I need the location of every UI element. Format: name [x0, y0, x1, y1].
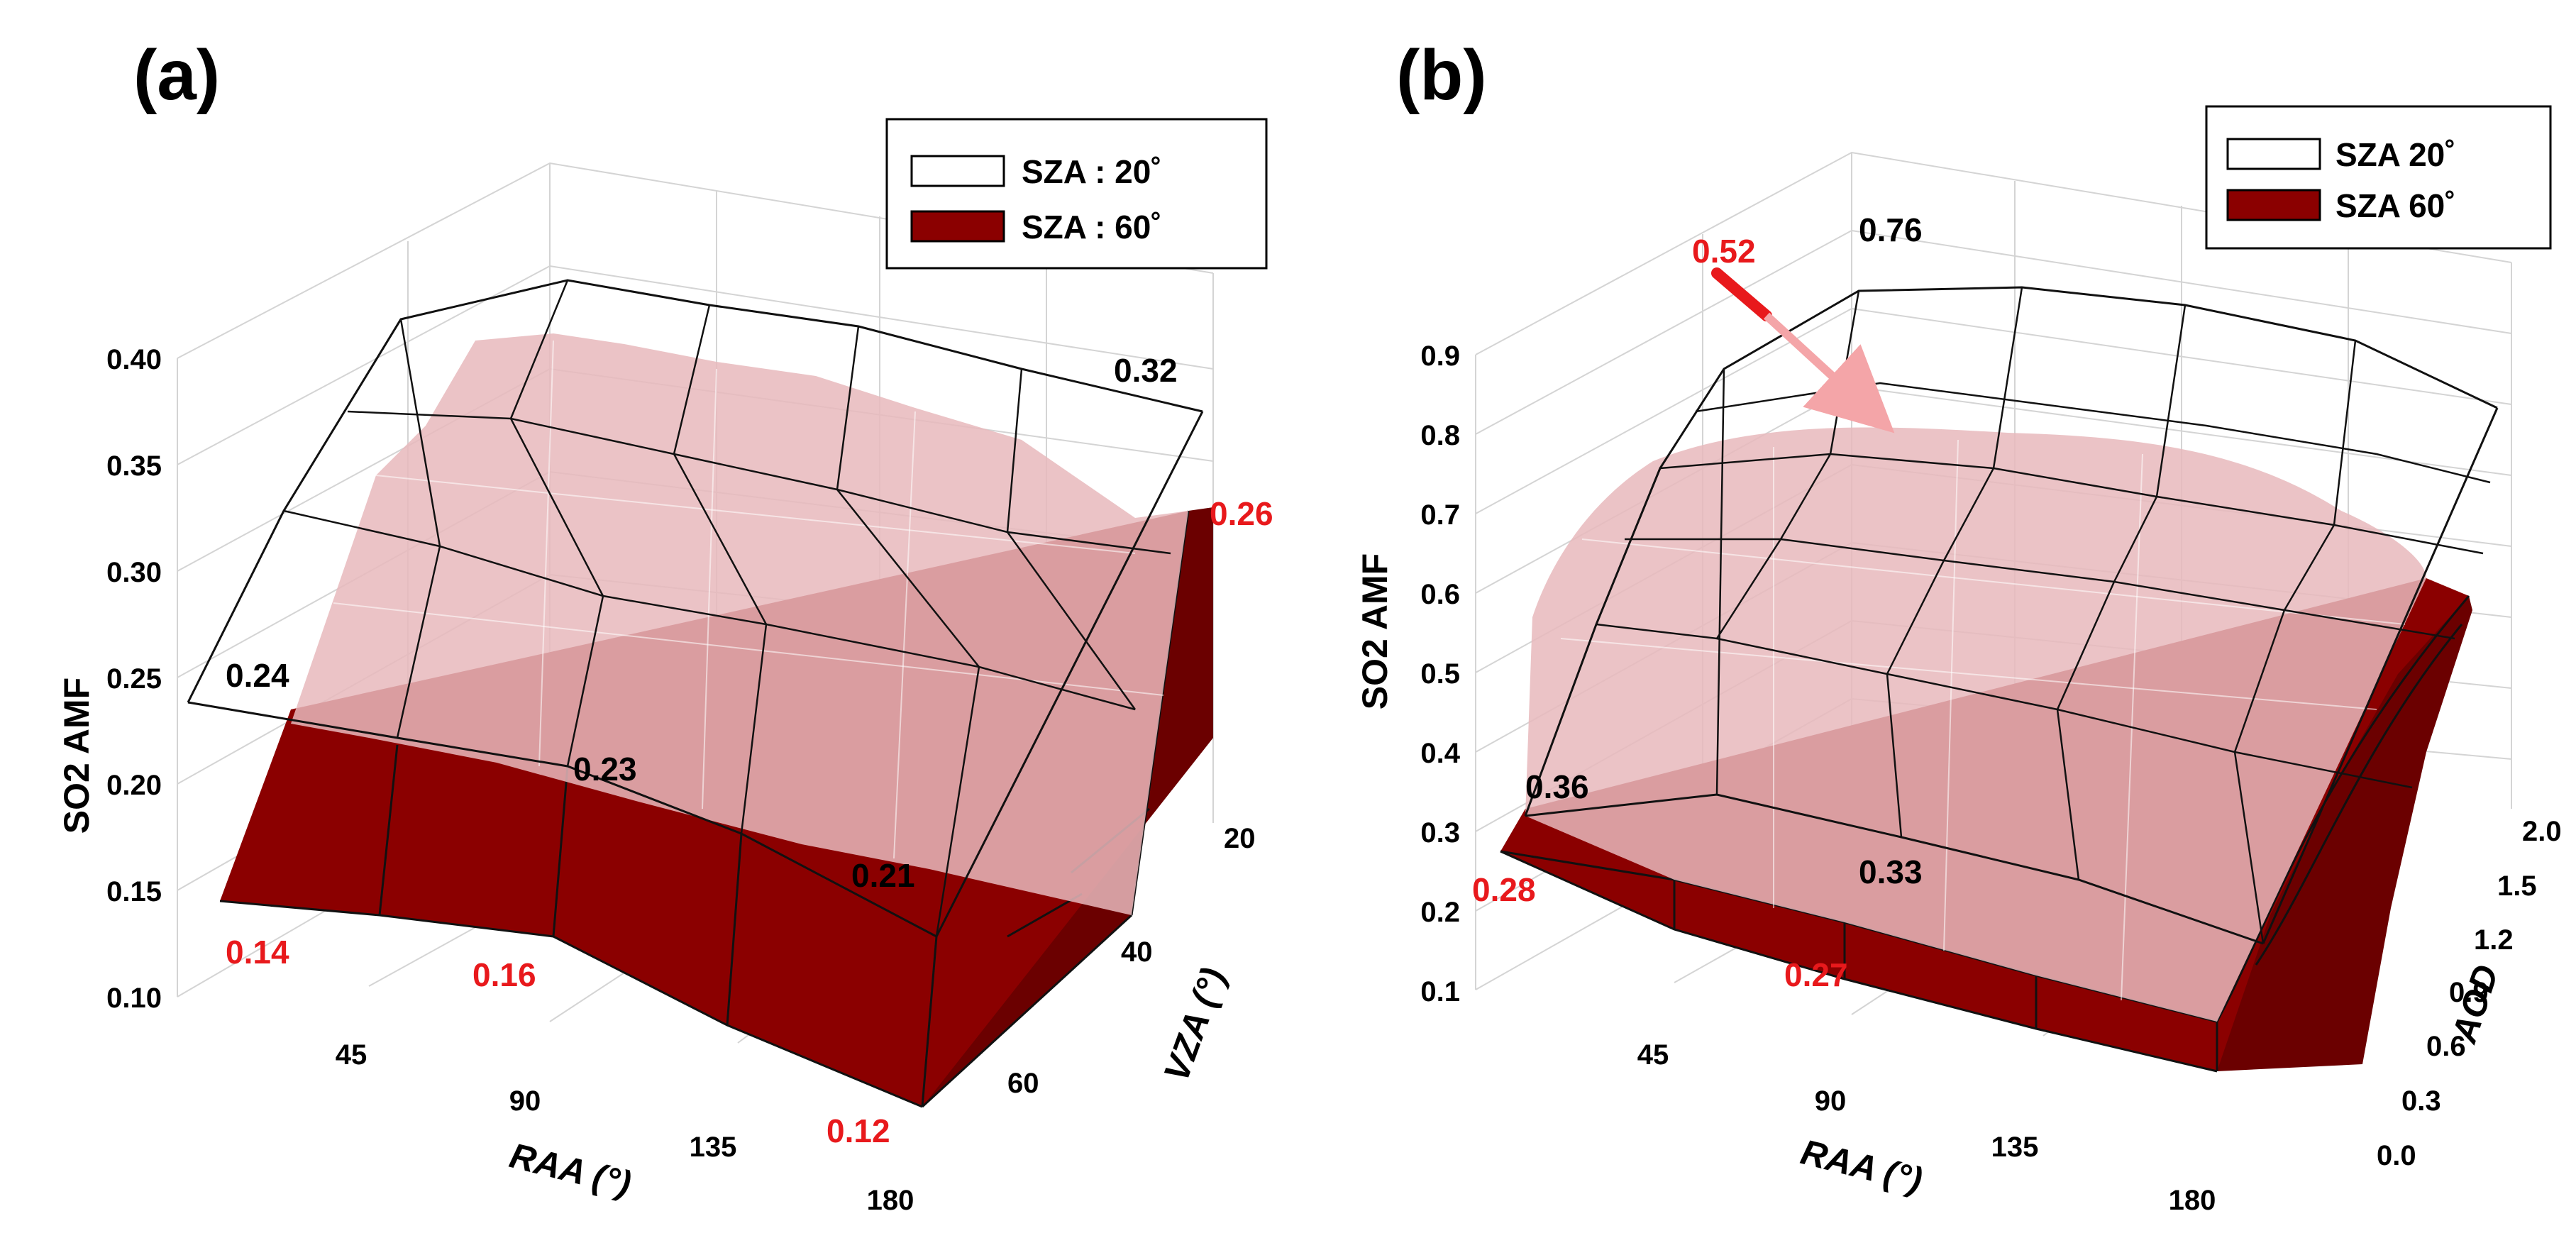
- panel-b-z-tick: 0.1: [1420, 976, 1460, 1007]
- panel-a: (a): [57, 35, 1273, 1216]
- panel-b-y-tick: 0.6: [2426, 1031, 2466, 1062]
- panel-b-z-ticks: 0.9 0.8 0.7 0.6 0.5 0.4 0.3 0.2 0.1: [1420, 341, 1460, 1007]
- panel-b-annotation: 0.27: [1784, 956, 1848, 993]
- panel-b-annotation: 0.52: [1692, 233, 1756, 270]
- panel-b-z-tick: 0.7: [1420, 499, 1460, 531]
- panel-b-z-tick: 0.2: [1420, 897, 1460, 928]
- panel-b-x-tick: 45: [1637, 1039, 1669, 1071]
- panel-a-y-tick: 40: [1121, 936, 1153, 968]
- panel-b-annotation: 0.28: [1472, 871, 1536, 908]
- panel-b-y-tick: 1.2: [2474, 924, 2514, 956]
- panel-b-annotation: 0.33: [1859, 853, 1923, 890]
- panel-a-y-tick: 60: [1007, 1068, 1039, 1099]
- panel-b-label: (b): [1396, 35, 1487, 115]
- panel-a-annotation: 0.12: [827, 1112, 890, 1149]
- panel-b-legend-label: SZA 60˚: [2335, 187, 2456, 224]
- panel-a-x-tick: 90: [509, 1085, 541, 1117]
- panel-a-label: (a): [133, 35, 220, 115]
- panel-b-y-tick: 0.9: [2449, 977, 2489, 1008]
- panel-a-annotation: 0.16: [472, 956, 536, 993]
- panel-b-y-tick: 1.5: [2497, 871, 2537, 902]
- panel-b-legend-swatch-sza20: [2226, 138, 2321, 170]
- panel-b-y-tick: 0.0: [2377, 1140, 2416, 1171]
- panel-a-z-tick: 0.10: [106, 983, 162, 1014]
- panel-a-z-tick: 0.30: [106, 557, 162, 588]
- panel-b-x-tick: 90: [1815, 1085, 1847, 1117]
- panel-a-annotation: 0.21: [851, 857, 915, 894]
- panel-b-legend-swatch-sza60: [2226, 189, 2321, 221]
- panel-a-surface-sza20: [187, 279, 1204, 938]
- panel-b-z-tick: 0.9: [1420, 341, 1460, 372]
- panel-b-legend: SZA 20˚ SZA 60˚: [2205, 105, 2552, 250]
- panel-a-z-axis-title: SO2 AMF: [57, 678, 96, 834]
- panel-b-z-tick: 0.4: [1420, 738, 1460, 769]
- panel-b-y-tick: 0.3: [2401, 1085, 2441, 1117]
- panel-a-annotations: 0.24 0.32 0.26 0.23 0.21 0.14 0.16 0.12: [226, 352, 1273, 1149]
- panel-b-z-tick: 0.8: [1420, 420, 1460, 451]
- panel-a-legend: SZA : 20˚ SZA : 60˚: [885, 118, 1268, 270]
- panel-a-y-ticks: 20 40 60: [1007, 823, 1256, 1099]
- panel-a-surface-pink: [291, 333, 1188, 915]
- panel-a-legend-label: SZA : 20˚: [1022, 153, 1162, 190]
- panel-a-z-ticks: 0.40 0.35 0.30 0.25 0.20 0.15 0.10: [106, 344, 162, 1014]
- panel-a-z-tick: 0.20: [106, 770, 162, 801]
- panel-b-z-tick: 0.6: [1420, 579, 1460, 610]
- panel-a-legend-swatch-sza60: [910, 210, 1005, 243]
- panel-b-z-tick: 0.3: [1420, 817, 1460, 849]
- panel-b-x-tick: 180: [2169, 1185, 2216, 1216]
- panel-a-y-tick: 20: [1224, 823, 1256, 854]
- panel-a-x-tick: 135: [690, 1132, 737, 1163]
- panel-b-x-axis-title: RAA (°): [1797, 1132, 1926, 1200]
- panel-b: (b): [1355, 35, 2562, 1216]
- panel-b-arrow: [1711, 267, 1895, 433]
- panel-a-x-tick: 180: [867, 1185, 914, 1216]
- panel-b-legend-label: SZA 20˚: [2335, 136, 2456, 173]
- panel-b-z-axis-title: SO2 AMF: [1355, 553, 1395, 709]
- panel-b-annotations: 0.52 0.76 0.36 0.28 0.33 0.27: [1472, 211, 1923, 993]
- panel-a-x-axis-title: RAA (°): [506, 1135, 635, 1203]
- panel-a-legend-swatch-sza20: [910, 155, 1005, 187]
- panel-a-annotation: 0.32: [1114, 352, 1178, 389]
- panel-a-x-tick: 45: [336, 1039, 367, 1071]
- panel-a-annotation: 0.23: [573, 751, 637, 788]
- panel-b-annotation: 0.36: [1525, 768, 1589, 805]
- panel-a-z-tick: 0.35: [106, 451, 162, 482]
- panel-a-legend-label: SZA : 60˚: [1022, 209, 1162, 245]
- panel-b-z-tick: 0.5: [1420, 658, 1460, 690]
- panel-a-y-axis-title: VZA (°): [1156, 963, 1233, 1087]
- panel-a-z-tick: 0.15: [106, 876, 162, 907]
- panel-a-annotation: 0.14: [226, 934, 289, 971]
- panel-a-annotation: 0.26: [1210, 495, 1273, 532]
- panel-a-z-tick: 0.40: [106, 344, 162, 375]
- panel-b-surface-pink: [1525, 427, 2426, 1022]
- panel-b-surface-sza20: [1524, 286, 2499, 945]
- panel-a-z-tick: 0.25: [106, 663, 162, 695]
- panel-b-x-tick: 135: [1991, 1132, 2039, 1163]
- panel-b-x-ticks: 45 90 135 180: [1637, 1039, 2216, 1216]
- panel-b-annotation: 0.76: [1859, 211, 1923, 248]
- panel-a-x-ticks: 45 90 135 180: [336, 1039, 914, 1216]
- panel-b-y-tick: 2.0: [2522, 816, 2562, 847]
- panel-b-y-ticks: 2.0 1.5 1.2 0.9 0.6 0.3 0.0: [2377, 816, 2562, 1171]
- panel-a-annotation: 0.24: [226, 657, 289, 694]
